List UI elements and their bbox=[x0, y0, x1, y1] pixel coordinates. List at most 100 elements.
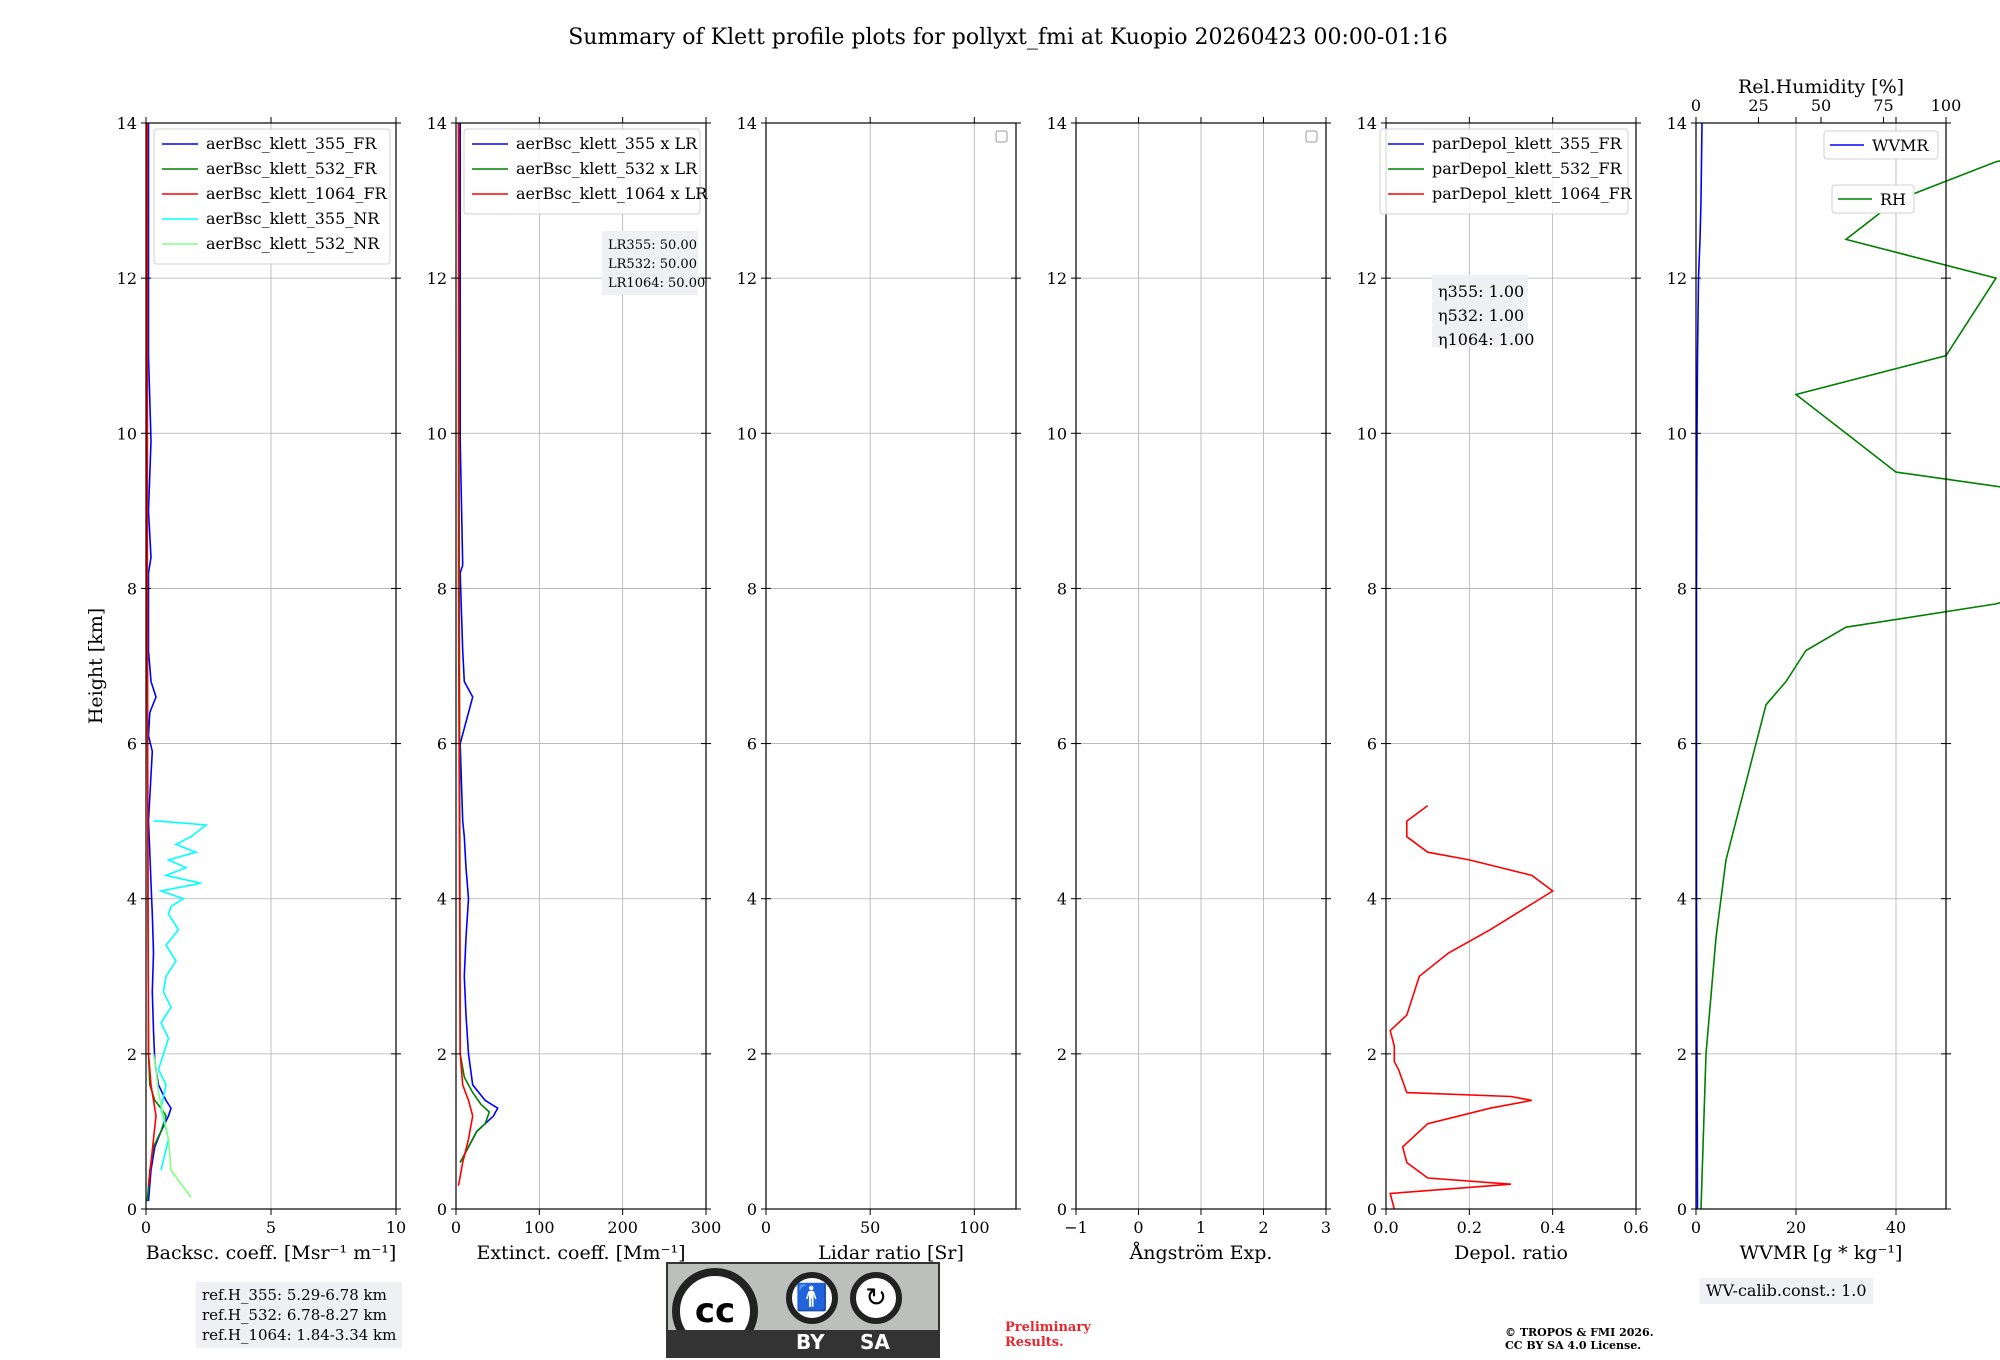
ref-h-355: ref.H_355: 5.29-6.78 km bbox=[202, 1286, 387, 1304]
y-tick-label: 8 bbox=[1367, 579, 1377, 598]
eta-annotation: η355: 1.00 bbox=[1438, 282, 1524, 301]
x-axis-label: Lidar ratio [Sr] bbox=[818, 1242, 964, 1264]
legend-label: aerBsc_klett_355_FR bbox=[206, 134, 377, 153]
axes-frame bbox=[1385, 122, 1637, 1210]
empty-legend-icon bbox=[1305, 130, 1318, 143]
y-tick-label: 10 bbox=[1047, 424, 1067, 443]
y-tick-label: 10 bbox=[737, 424, 757, 443]
axes-frame bbox=[455, 122, 707, 1210]
y-tick-label: 4 bbox=[437, 890, 447, 909]
panel-3: 0 2 4 6 8 10 12 14 0 50 100 Lidar ratio [Sr] bbox=[737, 114, 1021, 1264]
ref-h-1064: ref.H_1064: 1.84-3.34 km bbox=[202, 1326, 397, 1344]
legend-label: aerBsc_klett_532_NR bbox=[206, 234, 380, 253]
x-tick-label: 0 bbox=[1691, 1218, 1701, 1237]
y-tick-label: 0 bbox=[1367, 1200, 1377, 1219]
y-tick-label: 4 bbox=[747, 890, 757, 909]
x-tick-label: 5 bbox=[266, 1218, 276, 1237]
panel-5: 0 2 4 6 8 10 12 14 0.0 0.2 0.4 0.6 Depol. ratio parDe… bbox=[1357, 114, 1649, 1264]
figure-title: Summary of Klett profile plots for polly… bbox=[568, 25, 1448, 50]
x-axis-label: Depol. ratio bbox=[1454, 1242, 1568, 1264]
x-tick-label: 0.6 bbox=[1623, 1218, 1648, 1237]
lr-annotation: LR1064: 50.00 bbox=[608, 276, 705, 291]
x-tick-label: −1 bbox=[1064, 1218, 1088, 1237]
y-tick-label: 6 bbox=[1367, 735, 1377, 754]
lr-annotation-box bbox=[602, 231, 698, 295]
legend-label: RH bbox=[1880, 190, 1906, 209]
y-tick-label: 2 bbox=[1057, 1045, 1067, 1064]
x2-tick-label: 25 bbox=[1748, 96, 1768, 115]
legend-label: aerBsc_klett_1064 x LR bbox=[516, 184, 708, 203]
series-WVMR bbox=[1695, 122, 1703, 1210]
y-tick-label: 8 bbox=[127, 579, 137, 598]
x-tick-label: 100 bbox=[959, 1218, 990, 1237]
y-tick-label: 6 bbox=[1057, 735, 1067, 754]
legend-label: parDepol_klett_1064_FR bbox=[1432, 184, 1633, 203]
y-tick-label: 2 bbox=[1367, 1045, 1377, 1064]
y-tick-label: 4 bbox=[127, 890, 137, 909]
x2-tick-label: 0 bbox=[1691, 96, 1701, 115]
preliminary-line-2: Results. bbox=[1005, 1335, 1064, 1350]
legend-box bbox=[1379, 128, 1629, 215]
copyright-line-1: © TROPOS & FMI 2026. bbox=[1505, 1326, 1654, 1339]
axes-frame bbox=[1695, 122, 1947, 1210]
x-tick-label: 0 bbox=[451, 1218, 461, 1237]
x-tick-label: 2 bbox=[1258, 1218, 1268, 1237]
panel-1: 0 2 4 6 8 10 12 14 0 5 10 Backsc. coeff. [Msr⁻¹ m⁻¹… bbox=[85, 114, 406, 1264]
y-tick-label: 8 bbox=[1677, 579, 1687, 598]
x2-axis-label: Rel.Humidity [%] bbox=[1738, 76, 1904, 98]
ref-h-532: ref.H_532: 6.78-8.27 km bbox=[202, 1306, 387, 1324]
cc-by-sa-badge: cc 🚹 ↻ BY SA bbox=[666, 1262, 940, 1358]
y-tick-label: 8 bbox=[747, 579, 757, 598]
legend-box bbox=[463, 128, 701, 215]
share-alike-icon: ↻ bbox=[850, 1272, 902, 1324]
x-tick-label: 1 bbox=[1196, 1218, 1206, 1237]
eta-annotation: η532: 1.00 bbox=[1438, 306, 1524, 325]
x-tick-label: 100 bbox=[524, 1218, 555, 1237]
x-axis-label: WVMR [g * kg⁻¹] bbox=[1740, 1242, 1903, 1264]
x-tick-label: 40 bbox=[1886, 1218, 1906, 1237]
y-tick-label: 14 bbox=[1047, 114, 1067, 133]
y-tick-label: 4 bbox=[1057, 890, 1067, 909]
legend-label: WVMR bbox=[1872, 136, 1929, 155]
y-axis-label: Height [km] bbox=[85, 608, 107, 724]
x2-tick-label: 75 bbox=[1873, 96, 1893, 115]
x-tick-label: 0 bbox=[1133, 1218, 1143, 1237]
x-tick-label: 0 bbox=[761, 1218, 771, 1237]
series-RH bbox=[1700, 160, 2000, 1210]
y-tick-label: 12 bbox=[1357, 269, 1377, 288]
cc-strip bbox=[668, 1330, 938, 1356]
legend-label: parDepol_klett_532_FR bbox=[1432, 159, 1623, 178]
lr-annotation: LR532: 50.00 bbox=[608, 257, 697, 272]
y-tick-label: 12 bbox=[1047, 269, 1067, 288]
y-tick-label: 12 bbox=[427, 269, 447, 288]
y-tick-label: 14 bbox=[1667, 114, 1687, 133]
legend-box bbox=[1831, 184, 1915, 214]
x-tick-label: 50 bbox=[860, 1218, 880, 1237]
legend-label: aerBsc_klett_1064_FR bbox=[206, 184, 388, 203]
x-tick-label: 0 bbox=[141, 1218, 151, 1237]
series-aerBsc_klett_355 x LR bbox=[459, 123, 499, 1163]
y-tick-label: 8 bbox=[437, 579, 447, 598]
x-axis-label: Extinct. coeff. [Mm⁻¹] bbox=[476, 1242, 685, 1264]
y-tick-label: 0 bbox=[747, 1200, 757, 1219]
y-tick-label: 10 bbox=[1667, 424, 1687, 443]
y-tick-label: 14 bbox=[427, 114, 447, 133]
reference-height-box: ref.H_355: 5.29-6.78 km ref.H_532: 6.78-… bbox=[196, 1282, 403, 1348]
cc-by-label: BY bbox=[796, 1330, 825, 1354]
x-tick-label: 200 bbox=[607, 1218, 638, 1237]
preliminary-note: Preliminary Results. bbox=[1005, 1320, 1091, 1350]
x-tick-label: 0.4 bbox=[1540, 1218, 1565, 1237]
y-tick-label: 14 bbox=[737, 114, 757, 133]
y-tick-label: 14 bbox=[1357, 114, 1377, 133]
empty-legend-icon bbox=[995, 130, 1008, 143]
lr-annotation: LR355: 50.00 bbox=[608, 238, 697, 253]
x-axis-label: Backsc. coeff. [Msr⁻¹ m⁻¹] bbox=[146, 1242, 397, 1264]
legend-label: aerBsc_klett_355_NR bbox=[206, 209, 380, 228]
y-tick-label: 0 bbox=[127, 1200, 137, 1219]
y-tick-label: 10 bbox=[117, 424, 137, 443]
copyright-line-2: CC BY SA 4.0 License. bbox=[1505, 1339, 1642, 1352]
x-tick-label: 3 bbox=[1321, 1218, 1331, 1237]
